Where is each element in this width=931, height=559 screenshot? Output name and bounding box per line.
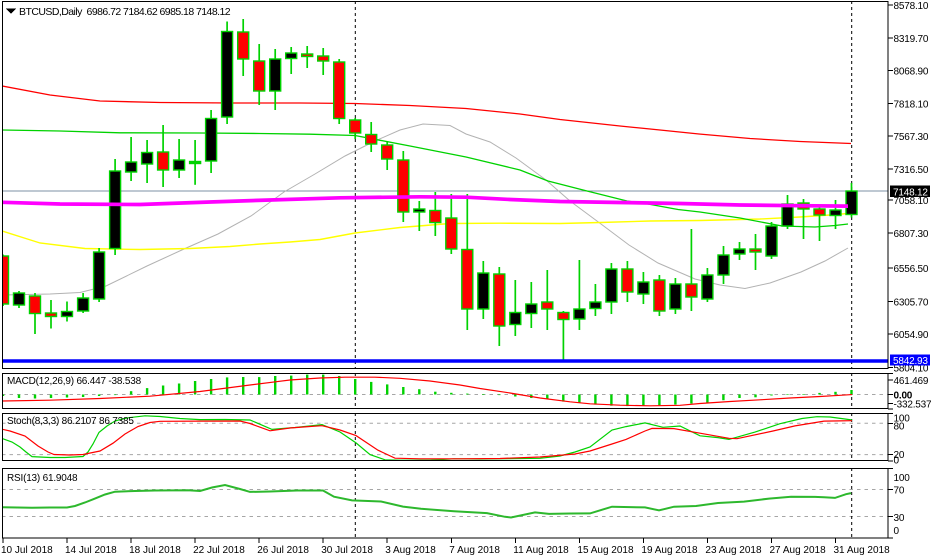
svg-text:6807.30: 6807.30	[894, 229, 929, 240]
svg-text:100: 100	[894, 473, 911, 484]
svg-text:0.00: 0.00	[894, 390, 913, 401]
svg-text:18 Jul 2018: 18 Jul 2018	[129, 545, 181, 556]
svg-text:11 Aug 2018: 11 Aug 2018	[513, 545, 569, 556]
svg-text:100: 100	[894, 414, 911, 425]
svg-text:31 Aug 2018: 31 Aug 2018	[834, 545, 891, 556]
svg-text:19 Aug 2018: 19 Aug 2018	[641, 545, 698, 556]
svg-text:5804.10: 5804.10	[894, 363, 929, 374]
svg-text:70: 70	[894, 486, 905, 497]
svg-text:7148.12: 7148.12	[893, 187, 928, 198]
svg-text:0: 0	[894, 526, 900, 537]
svg-text:RSI(13) 61.9048: RSI(13) 61.9048	[7, 473, 78, 484]
svg-text:10 Jul 2018: 10 Jul 2018	[1, 545, 53, 556]
svg-text:30: 30	[894, 513, 905, 524]
svg-text:MACD(12,26,9) 66.447 -38.538: MACD(12,26,9) 66.447 -38.538	[7, 376, 142, 387]
svg-text:7058.10: 7058.10	[894, 196, 929, 207]
svg-text:461.469: 461.469	[894, 376, 929, 387]
svg-text:7818.10: 7818.10	[894, 99, 929, 110]
svg-text:7316.50: 7316.50	[894, 165, 929, 176]
svg-text:7 Aug 2018: 7 Aug 2018	[449, 545, 500, 556]
svg-text:8319.70: 8319.70	[894, 34, 929, 45]
svg-text:27 Aug 2018: 27 Aug 2018	[770, 545, 827, 556]
svg-text:6305.70: 6305.70	[894, 297, 929, 308]
svg-text:5842.93: 5842.93	[893, 356, 928, 367]
svg-text:6054.90: 6054.90	[894, 330, 929, 341]
svg-text:8068.90: 8068.90	[894, 67, 929, 78]
svg-text:8578.10: 8578.10	[894, 1, 929, 12]
svg-text:20: 20	[894, 450, 905, 461]
svg-text:22 Jul 2018: 22 Jul 2018	[193, 545, 245, 556]
svg-text:3 Aug 2018: 3 Aug 2018	[385, 545, 436, 556]
svg-text:BTCUSD,Daily 6986.72 7184.62: BTCUSD,Daily 6986.72 7184.62 6985.18 714…	[19, 6, 231, 18]
svg-text:6556.50: 6556.50	[894, 264, 929, 275]
svg-text:Stoch(8,3,3) 86.2107 86.7385: Stoch(8,3,3) 86.2107 86.7385	[7, 416, 134, 427]
svg-text:30 Jul 2018: 30 Jul 2018	[321, 545, 373, 556]
svg-text:23 Aug 2018: 23 Aug 2018	[705, 545, 762, 556]
svg-text:15 Aug 2018: 15 Aug 2018	[577, 545, 634, 556]
svg-text:14 Jul 2018: 14 Jul 2018	[65, 545, 117, 556]
svg-text:7567.30: 7567.30	[894, 132, 929, 143]
svg-text:-332.537: -332.537	[894, 400, 931, 411]
svg-text:0: 0	[894, 456, 900, 467]
svg-text:80: 80	[894, 422, 905, 433]
svg-text:26 Jul 2018: 26 Jul 2018	[257, 545, 309, 556]
